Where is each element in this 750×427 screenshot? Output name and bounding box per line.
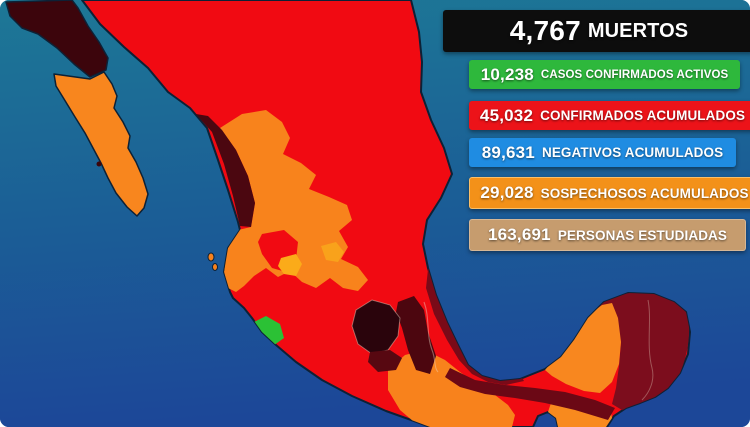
state-campeche: [545, 303, 621, 393]
deaths-box: 4,767 MUERTOS: [443, 10, 750, 52]
confirmed-label: CONFIRMADOS ACUMULADOS: [540, 108, 746, 123]
studied-value: 163,691: [487, 225, 551, 244]
state-baja-california-sur: [53, 71, 149, 217]
confirmed-box: 45,032 CONFIRMADOS ACUMULADOS: [469, 101, 750, 130]
state-tabasco: [445, 368, 615, 420]
state-border-puebla-veracruz: [423, 301, 439, 373]
state-guanajuato-patch: [278, 254, 302, 276]
state-morelos: [368, 350, 402, 372]
island-marias-1: [207, 252, 215, 262]
deaths-label: MUERTOS: [587, 19, 689, 42]
state-baja-california: [5, 0, 109, 78]
studied-box: 163,691 PERSONAS ESTUDIADAS: [469, 219, 746, 251]
suspected-box: 29,028 SOSPECHOSOS ACUMULADOS: [469, 177, 750, 209]
confirmed-value: 45,032: [479, 105, 534, 125]
state-edomex-cdmx: [351, 299, 401, 355]
studied-label: PERSONAS ESTUDIADAS: [557, 227, 728, 243]
state-sinaloa: [196, 114, 255, 227]
state-puebla: [396, 296, 436, 374]
negatives-box: 89,631 NEGATIVOS ACUMULADOS: [469, 138, 736, 167]
deaths-value: 4,767: [509, 15, 581, 46]
negatives-value: 89,631: [481, 142, 535, 162]
negatives-label: NEGATIVOS ACUMULADOS: [541, 145, 724, 160]
state-queretaro-patch: [321, 242, 344, 262]
state-yucatan-quintana-roo: [596, 292, 690, 410]
state-border-yucatan-qroo: [641, 299, 654, 401]
suspected-label: SOSPECHOSOS ACUMULADOS: [540, 185, 749, 201]
active-cases-value: 10,238: [480, 64, 534, 84]
active-cases-label: CASOS CONFIRMADOS ACTIVOS: [540, 68, 729, 81]
active-cases-box: 10,238 CASOS CONFIRMADOS ACTIVOS: [469, 60, 740, 89]
island-marias-2: [212, 263, 218, 271]
suspected-value: 29,028: [480, 183, 534, 202]
state-bcs-dot: [96, 161, 102, 167]
